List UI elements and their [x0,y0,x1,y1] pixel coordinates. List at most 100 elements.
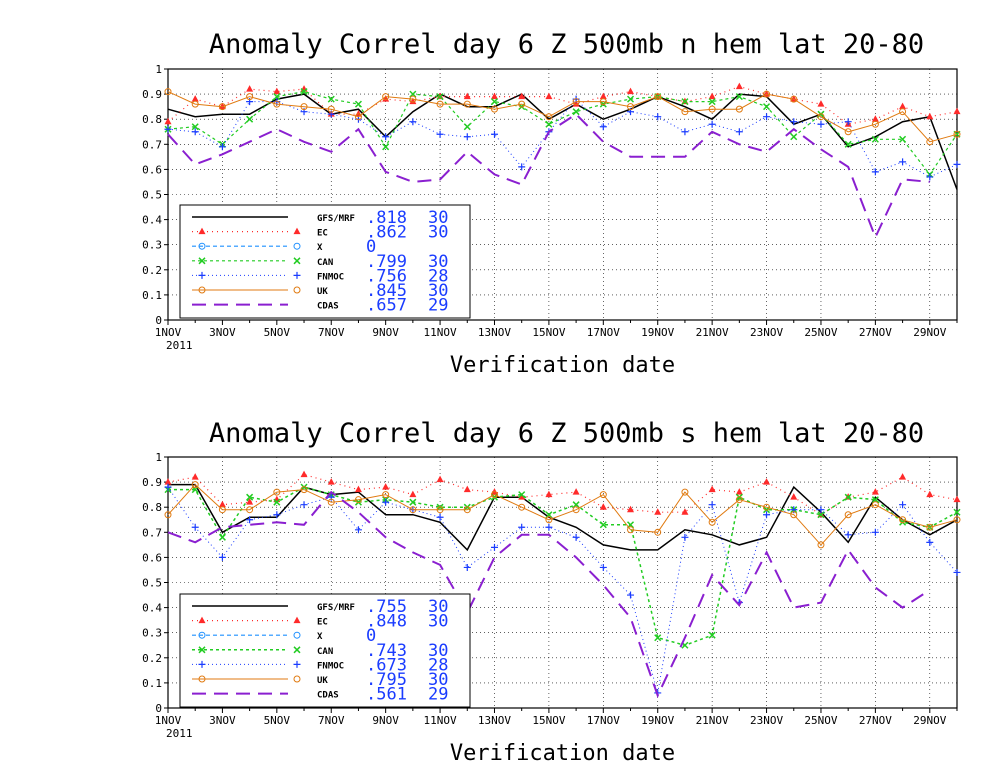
data-point [409,490,417,498]
data-point [817,100,825,107]
series-gfs-mrf [167,93,958,190]
x-tick-label: 19NOV [641,714,674,727]
data-point [871,501,879,509]
legend-item: FNMOC .756 28 [192,266,448,286]
data-point [627,87,635,95]
legend-count: 30 [428,612,448,632]
y-tick-label: 0.4 [142,602,162,615]
data-point [572,501,580,509]
x-year-label: 2011 [166,339,193,352]
series-line [167,490,931,699]
data-point [926,538,934,546]
data-point [164,88,172,96]
data-point [545,523,553,531]
y-tick-label: 0.7 [142,138,162,151]
data-point [735,496,743,504]
legend-mean: .818 [366,208,407,228]
legend-count: 30 [428,281,448,301]
data-point [218,553,226,561]
data-point [273,87,281,95]
legend-item: CDAS .657 29 [192,296,448,316]
x-tick-label: 5NOV [264,714,291,727]
data-point [844,511,852,519]
data-point [735,93,743,101]
data-point [708,518,716,526]
data-point [926,523,934,531]
x-tick-label: 17NOV [587,326,620,339]
legend-marker [198,257,206,265]
data-point [899,516,907,524]
data-point [735,488,743,495]
legend-label: CDAS [317,302,339,312]
data-point [409,118,417,126]
data-point [463,123,471,131]
data-point [300,470,308,478]
data-point [354,113,362,121]
legend-item: GFS/MRF .818 30 [192,208,448,228]
data-point [246,506,254,514]
data-point [273,93,281,101]
data-point [545,516,553,524]
data-point [681,508,689,515]
data-point [572,108,580,116]
data-point [844,140,852,148]
data-point [218,500,226,508]
series-cdas [167,112,930,240]
data-point [218,102,226,110]
data-point [273,498,281,506]
data-point [899,108,907,116]
legend-label: GFS/MRF [317,603,355,613]
series-gfs-mrf [168,483,958,552]
legend-mean: .755 [366,597,407,617]
legend-marker [293,271,301,279]
y-tick-label: 0.2 [142,652,162,665]
data-point [708,631,716,639]
x-year-label: 2011 [166,727,193,740]
data-point [817,511,825,519]
legend-label: X [317,243,323,253]
data-point [300,103,308,111]
data-point [490,105,498,113]
data-point [790,133,798,141]
data-point [218,143,226,151]
data-point [599,98,607,106]
data-point [246,115,254,123]
data-point [518,493,526,500]
y-tick-label: 0.6 [142,163,162,176]
data-point [926,138,934,146]
data-point [436,100,444,108]
data-point [164,478,172,485]
data-point [463,485,471,493]
data-point [273,511,281,519]
data-point [871,135,879,143]
legend-count: 30 [428,670,448,690]
y-tick-label: 0.3 [142,239,162,252]
x-tick-label: 15NOV [532,714,565,727]
data-point [273,100,281,108]
legend-label: FNMOC [317,661,344,671]
data-point [763,503,771,511]
data-point [409,498,417,506]
x-tick-label: 7NOV [318,714,345,727]
data-point [490,130,498,138]
data-point [354,526,362,534]
data-point [790,95,798,103]
data-point [518,163,526,171]
series-line [167,473,958,516]
legend-marker [198,660,206,668]
data-point [382,483,390,490]
legend-label: GFS/MRF [317,214,355,224]
legend-count: 28 [428,266,448,286]
data-point [382,498,390,506]
data-point [763,478,771,485]
legend-mean: .848 [366,612,407,632]
data-point [844,118,852,126]
data-point [518,523,526,531]
legend-item: FNMOC .673 28 [192,655,448,675]
legend-marker [293,675,301,683]
y-tick-label: 0.2 [142,264,162,277]
data-point [409,97,417,105]
